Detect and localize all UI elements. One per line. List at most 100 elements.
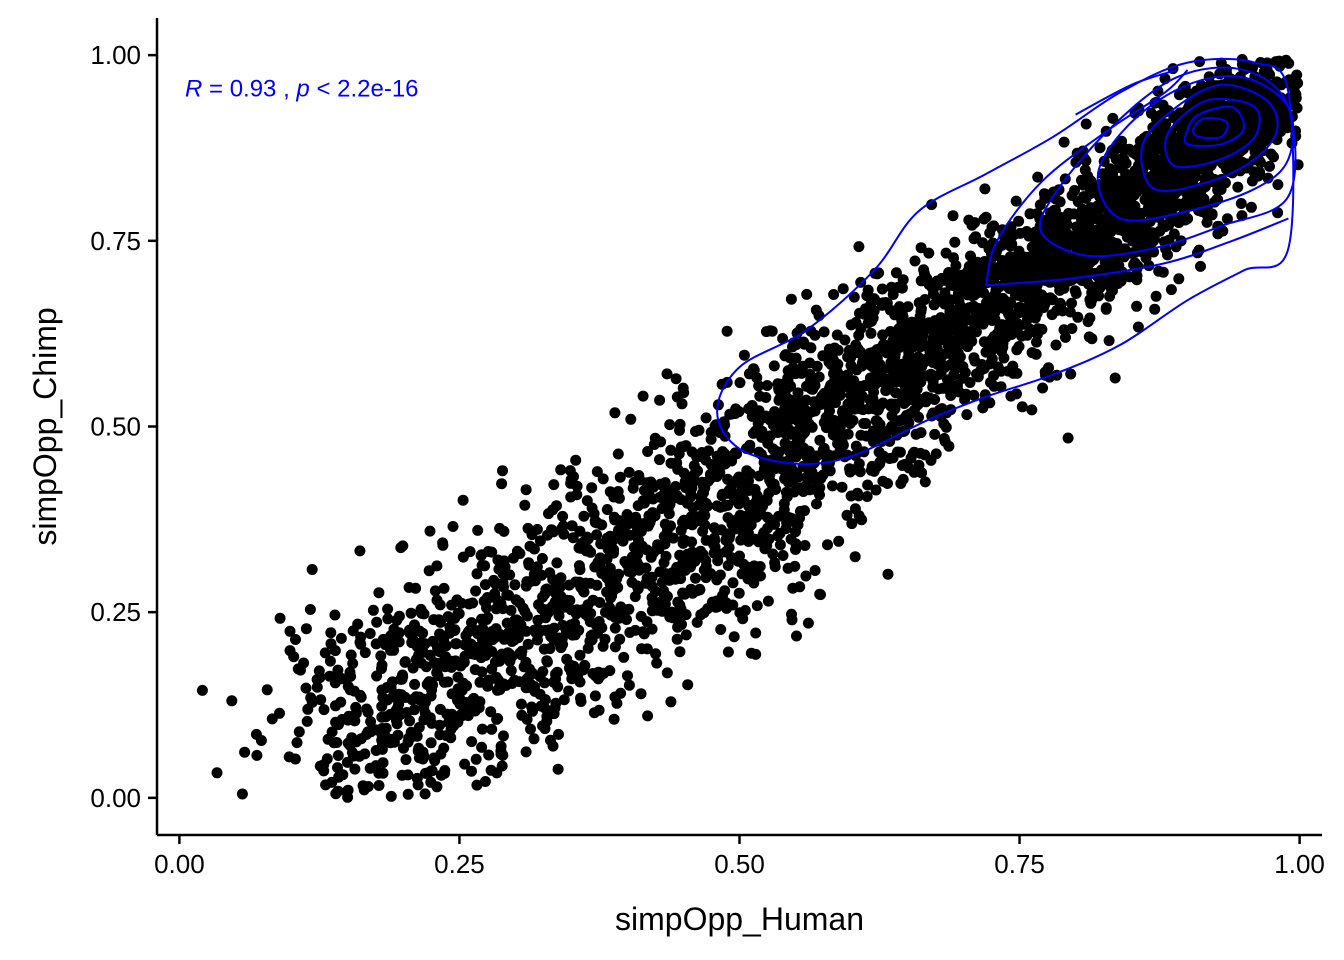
y-ticks: 0.00 0.25 0.50 0.75 1.00 xyxy=(90,40,157,813)
data-point xyxy=(751,511,762,523)
data-point xyxy=(856,514,868,526)
data-point xyxy=(342,737,354,749)
data-point xyxy=(365,716,377,728)
data-point xyxy=(762,595,774,607)
data-point xyxy=(714,569,726,581)
data-point xyxy=(435,657,447,669)
data-point xyxy=(382,613,394,625)
data-point xyxy=(466,736,478,748)
data-point xyxy=(761,411,773,423)
data-point xyxy=(789,560,801,572)
data-point xyxy=(682,679,694,691)
data-point xyxy=(1084,312,1096,324)
data-point xyxy=(738,349,750,361)
data-point xyxy=(853,329,865,341)
data-point xyxy=(671,633,683,645)
data-point xyxy=(960,325,972,337)
data-point xyxy=(650,648,662,660)
data-point xyxy=(723,532,735,544)
data-point xyxy=(912,371,923,383)
data-point xyxy=(483,749,495,761)
data-point xyxy=(648,439,660,450)
correlation-annotation: R = 0.93 , p < 2.2e-16 xyxy=(185,76,419,103)
data-point xyxy=(1213,94,1225,106)
data-point xyxy=(632,500,644,512)
data-point xyxy=(470,753,482,765)
data-point xyxy=(961,409,973,421)
data-point xyxy=(956,373,968,384)
data-point xyxy=(896,282,908,294)
data-point xyxy=(694,512,706,524)
data-point xyxy=(667,612,679,624)
data-point xyxy=(1245,201,1257,213)
data-point xyxy=(325,627,337,639)
data-point xyxy=(1037,382,1049,394)
data-point xyxy=(627,482,639,494)
data-point xyxy=(377,757,389,769)
density-contour xyxy=(716,57,1295,466)
data-point xyxy=(891,326,903,337)
data-point xyxy=(347,658,359,669)
data-point xyxy=(423,676,435,688)
data-point xyxy=(405,607,417,619)
data-point xyxy=(770,426,782,438)
data-point xyxy=(1194,56,1206,68)
data-point xyxy=(1129,257,1141,269)
data-point xyxy=(769,561,781,573)
data-point xyxy=(417,693,429,705)
data-point xyxy=(1070,156,1082,168)
data-point xyxy=(558,694,570,706)
data-point xyxy=(1233,90,1245,102)
data-point xyxy=(1078,207,1090,219)
data-point xyxy=(460,630,472,642)
data-point xyxy=(637,390,649,402)
data-point xyxy=(971,368,982,380)
data-point xyxy=(491,594,503,606)
data-point xyxy=(1161,199,1173,211)
data-point xyxy=(239,746,251,758)
data-point xyxy=(813,310,825,322)
data-point xyxy=(885,398,897,410)
data-point xyxy=(802,617,814,629)
data-point xyxy=(471,779,483,791)
data-point xyxy=(496,478,508,490)
data-point xyxy=(1031,208,1043,220)
data-point xyxy=(418,750,430,762)
data-point xyxy=(1032,171,1044,183)
data-point xyxy=(393,610,405,622)
data-point xyxy=(792,387,804,399)
data-point xyxy=(700,412,712,424)
data-point xyxy=(376,729,388,740)
data-point xyxy=(319,647,331,659)
data-point xyxy=(919,476,931,488)
data-point xyxy=(719,458,730,470)
data-point xyxy=(646,580,658,592)
data-point xyxy=(407,662,419,674)
data-point xyxy=(676,398,688,410)
data-point xyxy=(581,495,593,507)
data-point xyxy=(525,575,537,587)
data-point xyxy=(283,751,295,763)
data-point xyxy=(586,482,598,494)
data-point xyxy=(625,413,637,425)
data-point xyxy=(1105,147,1117,159)
data-point xyxy=(768,478,780,490)
data-point xyxy=(329,609,341,621)
y-axis-title: simpOpp_Chimp xyxy=(27,307,63,545)
data-point xyxy=(561,653,573,665)
data-point xyxy=(850,463,862,475)
r-symbol: R xyxy=(185,76,202,103)
data-point xyxy=(753,470,765,482)
density-contours-layer xyxy=(716,57,1297,466)
data-point xyxy=(674,418,686,430)
data-point xyxy=(341,786,353,798)
data-point xyxy=(404,715,416,727)
data-point xyxy=(988,331,1000,342)
data-point xyxy=(552,681,564,693)
data-point xyxy=(1201,216,1213,228)
data-point xyxy=(479,776,491,787)
data-point xyxy=(868,305,880,317)
data-point xyxy=(723,542,735,554)
data-point xyxy=(726,518,738,530)
data-point xyxy=(721,325,733,337)
